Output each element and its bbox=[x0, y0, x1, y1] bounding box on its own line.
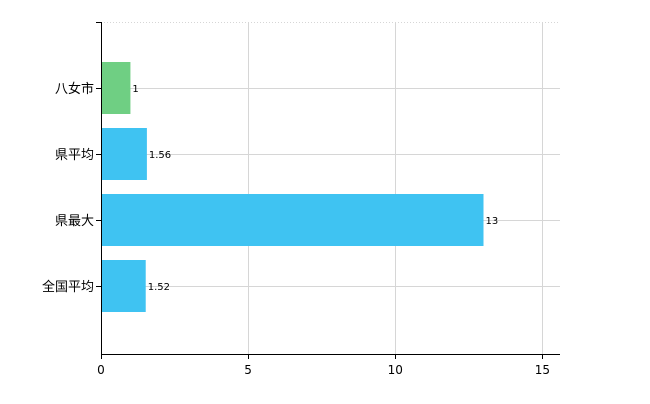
bar-0 bbox=[101, 62, 131, 114]
bar-2 bbox=[101, 194, 484, 246]
y-tick-label-3: 全国平均 bbox=[42, 279, 94, 295]
y-tick-label-2: 県最大 bbox=[55, 214, 94, 229]
data-label-1: 1.56 bbox=[149, 150, 171, 161]
x-tick-label-5: 5 bbox=[244, 363, 252, 377]
grid-lines bbox=[101, 22, 560, 354]
bar-3 bbox=[101, 260, 146, 312]
data-label-2: 13 bbox=[486, 216, 499, 227]
bars bbox=[101, 62, 484, 312]
x-tick-label-0: 0 bbox=[97, 363, 105, 377]
y-tick-label-1: 県平均 bbox=[55, 148, 94, 163]
data-label-0: 1 bbox=[132, 84, 138, 95]
data-label-3: 1.52 bbox=[148, 282, 170, 293]
bar-1 bbox=[101, 128, 147, 180]
y-tick-label-0: 八女市 bbox=[55, 81, 94, 97]
axes bbox=[96, 22, 560, 359]
x-tick-label-10: 10 bbox=[388, 363, 403, 377]
x-tick-label-15: 15 bbox=[535, 363, 550, 377]
